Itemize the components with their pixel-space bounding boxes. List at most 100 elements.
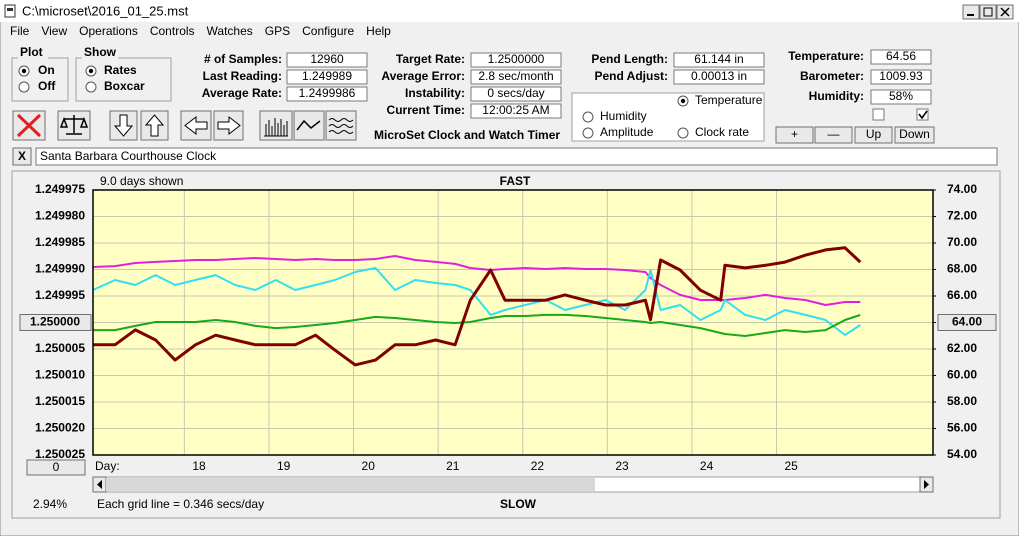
- adjust-label: Up: [866, 127, 882, 141]
- y2-tick-label: 70.00: [947, 235, 977, 249]
- field-value: 2.8 sec/month: [478, 69, 553, 83]
- menu-item[interactable]: Help: [366, 24, 391, 38]
- clear-button[interactable]: [12, 147, 32, 166]
- slow-label: SLOW: [500, 497, 537, 511]
- menu-item[interactable]: File: [10, 24, 30, 38]
- minimize-button[interactable]: [962, 4, 980, 20]
- checkbox[interactable]: [916, 108, 929, 121]
- y-tick-label: 1.249980: [35, 209, 85, 223]
- y2-tick-label: 56.00: [947, 421, 977, 435]
- scroll-thumb[interactable]: [106, 478, 595, 491]
- reference-button[interactable]: [19, 314, 92, 331]
- field-box: [286, 52, 368, 68]
- x-tick-label: 24: [700, 459, 714, 473]
- close-glyph: [1000, 7, 1010, 17]
- toolbar: [12, 110, 357, 141]
- y-tick-label: 1.249985: [35, 235, 85, 249]
- field-value: 61.144 in: [694, 52, 743, 66]
- field-value: 0 secs/day: [487, 86, 544, 100]
- field-box: [673, 69, 765, 85]
- radio-button[interactable]: [85, 81, 97, 93]
- field-label: Current Time:: [387, 103, 465, 117]
- clock-name-field[interactable]: [35, 147, 998, 166]
- field-value: 12:00:25 AM: [482, 103, 549, 117]
- zoom-button[interactable]: [26, 459, 86, 476]
- wave-icon: [328, 118, 354, 134]
- window-title: C:\microset\2016_01_25.mst: [22, 3, 189, 18]
- y-tick-label: 1.250010: [35, 368, 85, 382]
- field-box: [286, 69, 368, 85]
- menu-item[interactable]: Configure: [302, 24, 354, 38]
- fast-label: FAST: [500, 174, 531, 188]
- zoom-percent: 2.94%: [33, 497, 67, 511]
- adjust-button[interactable]: [854, 126, 893, 144]
- x-tick-label: 20: [362, 459, 376, 473]
- y-tick-label: 1.250015: [35, 394, 85, 408]
- y-tick-label: 1.250000: [30, 315, 80, 329]
- menu-item[interactable]: Controls: [150, 24, 195, 38]
- field-box: [470, 86, 562, 102]
- menu-item[interactable]: Watches: [207, 24, 253, 38]
- adjust-button[interactable]: [814, 126, 853, 144]
- series-selector: [571, 92, 765, 142]
- scroll-right-glyph: [924, 480, 929, 489]
- y2-tick-label: 72.00: [947, 209, 977, 223]
- y-tick-label: 1.249995: [35, 288, 85, 302]
- field-label: Barometer:: [800, 69, 864, 83]
- field-label: Temperature:: [788, 49, 864, 63]
- series-line: [93, 246, 862, 367]
- radio-label: Rates: [104, 63, 137, 77]
- field-label: Target Rate:: [396, 52, 465, 66]
- menu-item[interactable]: GPS: [265, 24, 290, 38]
- field-value: 58%: [889, 89, 913, 103]
- field-box: [870, 89, 932, 105]
- app-icon-detail: [7, 8, 13, 11]
- field-value: 1009.93: [879, 69, 923, 83]
- radio-button[interactable]: [18, 81, 30, 93]
- app-title: MicroSet Clock and Watch Timer: [374, 128, 560, 142]
- field-box: [870, 49, 932, 65]
- menu-item[interactable]: Operations: [79, 24, 138, 38]
- menu-item[interactable]: View: [41, 24, 67, 38]
- field-value: 0.00013 in: [691, 69, 747, 83]
- clear-label: X: [18, 149, 26, 163]
- zoom-button-label: 0: [53, 460, 60, 474]
- show-group-box: [75, 57, 172, 102]
- y2-tick-label: 60.00: [947, 368, 977, 382]
- radio-button[interactable]: [582, 127, 594, 139]
- field-box: [470, 103, 562, 119]
- field-label: Instability:: [405, 86, 465, 100]
- adjust-button[interactable]: [894, 126, 935, 144]
- checkbox[interactable]: [872, 108, 885, 121]
- reference-button[interactable]: [937, 314, 997, 331]
- field-label: # of Samples:: [204, 52, 282, 66]
- x-tick-label: 18: [192, 459, 206, 473]
- field-box: [673, 52, 765, 68]
- maximize-button[interactable]: [979, 4, 997, 20]
- up-arrow-icon: [144, 114, 165, 137]
- radio-label: Boxcar: [104, 79, 145, 93]
- line-icon: [296, 119, 321, 131]
- y-tick-label: 1.250025: [35, 447, 85, 461]
- group-title-bg: [82, 47, 118, 59]
- legend-label: Humidity: [600, 109, 647, 123]
- x-tick-label: 22: [531, 459, 545, 473]
- maximize-glyph: [983, 7, 993, 17]
- field-label: Pend Length:: [591, 52, 668, 66]
- series-line: [93, 313, 861, 337]
- field-label: Last Reading:: [203, 69, 282, 83]
- legend-label: Amplitude: [600, 125, 654, 139]
- radio-button[interactable]: [677, 127, 689, 139]
- x-tick-label: 25: [785, 459, 799, 473]
- y-tick-label: 1.250020: [35, 421, 85, 435]
- y-tick-label: 1.249990: [35, 262, 85, 276]
- window-controls[interactable]: [962, 4, 1014, 20]
- field-value: 1.2499986: [299, 86, 356, 100]
- adjust-label: Down: [899, 127, 930, 141]
- right-arrow-icon: [217, 115, 241, 136]
- radio-button[interactable]: [582, 111, 594, 123]
- checkmark: [918, 110, 928, 120]
- group-title: Show: [84, 45, 117, 59]
- adjust-button[interactable]: [775, 126, 814, 144]
